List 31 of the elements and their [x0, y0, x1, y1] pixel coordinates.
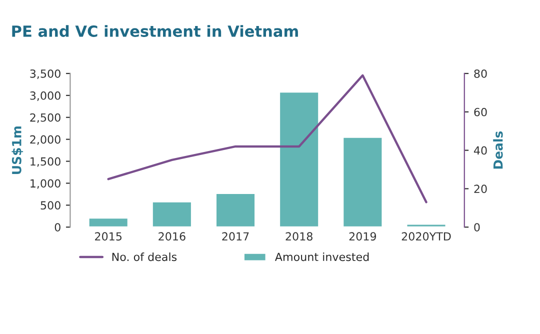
x-tick-label: 2016 — [158, 232, 186, 241]
y-tick-label: 1,500 — [30, 157, 60, 167]
line-series — [107, 74, 428, 204]
y-tick-label: 500 — [40, 201, 60, 210]
y-tick-label: 3,500 — [30, 69, 60, 79]
y2-axis-title: Deals — [493, 131, 503, 169]
bar — [88, 217, 129, 228]
y2-tick-label: 40 — [474, 146, 487, 155]
y2-tick-label: 60 — [474, 108, 487, 116]
x-tick-label: 2019 — [349, 232, 376, 241]
y2-tick-label: 80 — [474, 69, 487, 78]
y2-tick-label: 20 — [474, 184, 487, 194]
x-tick-label: 2017 — [222, 232, 249, 241]
y-tick-label: 2,000 — [30, 135, 60, 145]
bar — [215, 192, 256, 228]
y-tick-label: 3,000 — [30, 91, 60, 101]
legend-label: No. of deals — [112, 252, 177, 262]
x-tick-label: 2020YTD — [402, 232, 451, 241]
y-tick-label: 0 — [54, 223, 60, 232]
y2-tick-label: 0 — [474, 223, 480, 232]
x-tick-label: 2018 — [286, 232, 312, 241]
legend-label: Amount invested — [274, 252, 369, 262]
y-tick-label: 1,000 — [30, 179, 60, 189]
y-tick-label: 2,500 — [30, 113, 60, 123]
chart-title: PE and VC investment in Vietnam — [12, 25, 298, 37]
y-axis-title: US$1m — [12, 126, 24, 174]
bar — [406, 223, 447, 228]
bar — [152, 200, 192, 228]
x-tick-label: 2015 — [95, 232, 122, 241]
bar — [342, 136, 384, 228]
bar — [278, 91, 320, 228]
